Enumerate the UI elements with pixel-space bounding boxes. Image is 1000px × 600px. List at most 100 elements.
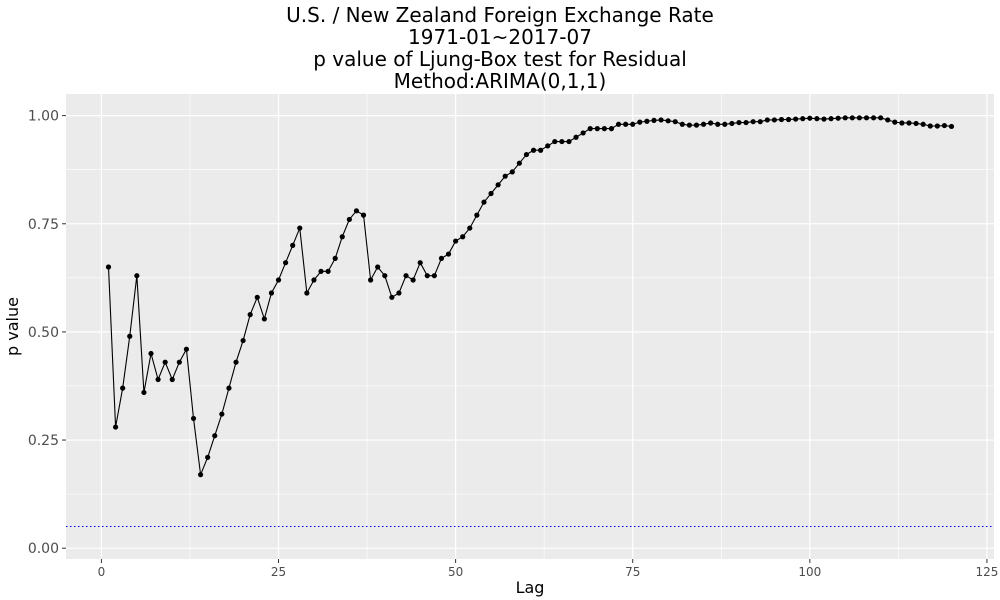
- data-point: [771, 117, 777, 123]
- data-point: [268, 290, 275, 296]
- data-point: [460, 234, 466, 240]
- data-point: [261, 316, 267, 322]
- data-point: [722, 121, 728, 127]
- data-point: [134, 273, 140, 279]
- data-point: [304, 290, 310, 296]
- data-point: [240, 337, 246, 344]
- x-tick-label: 125: [975, 565, 998, 579]
- data-point: [729, 120, 735, 127]
- data-point: [502, 173, 508, 179]
- data-point: [927, 123, 933, 129]
- data-point: [453, 238, 459, 244]
- data-point: [793, 116, 799, 122]
- data-point: [849, 115, 855, 121]
- data-point: [523, 151, 530, 158]
- y-tick-label: 0.50: [28, 325, 59, 341]
- data-point: [828, 116, 834, 122]
- x-tick-label: 25: [271, 565, 286, 579]
- data-point: [637, 119, 643, 125]
- data-point: [112, 424, 119, 430]
- data-point: [658, 117, 664, 123]
- data-point: [120, 385, 126, 391]
- data-point: [382, 273, 388, 279]
- x-tick-label: 75: [625, 565, 640, 579]
- data-point: [417, 260, 423, 266]
- data-point: [559, 138, 565, 145]
- data-point: [396, 290, 402, 296]
- data-point: [353, 208, 360, 214]
- series-layer: [105, 115, 955, 478]
- data-point: [297, 225, 303, 231]
- data-point: [764, 117, 770, 123]
- data-point: [545, 143, 551, 149]
- data-point: [368, 277, 374, 283]
- data-point: [885, 117, 891, 123]
- data-point: [615, 121, 622, 127]
- x-axis-title: Lag: [516, 578, 545, 597]
- data-point: [275, 277, 282, 283]
- data-point: [424, 273, 430, 279]
- data-point: [757, 119, 763, 125]
- data-point: [332, 255, 338, 261]
- y-tick-label: 0.75: [28, 217, 59, 233]
- y-tick-label: 0.00: [28, 541, 59, 557]
- data-point: [651, 117, 657, 123]
- x-tick-label: 100: [798, 565, 821, 579]
- data-point: [934, 123, 940, 129]
- data-point: [197, 472, 204, 478]
- data-point: [431, 273, 437, 279]
- data-point: [190, 415, 197, 422]
- data-point: [594, 126, 600, 132]
- data-point: [899, 120, 905, 126]
- data-point: [318, 268, 324, 274]
- data-point: [785, 116, 792, 123]
- data-point: [878, 115, 884, 121]
- y-tick-label: 0.25: [28, 433, 59, 449]
- data-point: [644, 118, 650, 124]
- data-point: [226, 385, 232, 391]
- data-point: [587, 126, 593, 132]
- data-point: [835, 115, 841, 121]
- data-point: [700, 121, 707, 127]
- data-point: [481, 199, 487, 205]
- data-point: [247, 312, 253, 318]
- y-axis-title: p value: [3, 297, 22, 356]
- y-tick-label: 1.00: [28, 109, 59, 125]
- data-point: [906, 120, 912, 126]
- data-point: [538, 147, 544, 153]
- data-point: [892, 119, 898, 125]
- data-point: [127, 333, 133, 339]
- data-point: [339, 234, 345, 240]
- data-point: [212, 433, 218, 439]
- data-point: [467, 225, 473, 231]
- data-point: [325, 268, 331, 274]
- data-point: [445, 251, 452, 257]
- data-point: [389, 294, 395, 300]
- data-point: [743, 119, 749, 126]
- data-point: [474, 212, 480, 218]
- grid-major: [66, 94, 994, 559]
- data-point: [488, 190, 494, 197]
- data-point: [162, 359, 168, 365]
- data-point: [870, 115, 877, 121]
- data-point: [183, 346, 190, 352]
- data-point: [509, 169, 515, 175]
- data-point: [580, 130, 586, 136]
- data-point: [219, 411, 225, 417]
- x-tick-label: 50: [448, 565, 463, 579]
- data-point: [821, 116, 827, 122]
- data-point: [750, 119, 756, 125]
- data-point: [290, 242, 296, 248]
- data-point: [346, 216, 352, 223]
- data-point: [495, 182, 501, 188]
- y-axis: 0.00 0.25 0.50 0.75 1.00: [28, 109, 66, 557]
- data-point: [233, 359, 239, 365]
- data-point: [148, 350, 154, 357]
- data-point: [863, 115, 870, 121]
- grid-minor: [66, 94, 994, 559]
- data-point: [708, 120, 714, 126]
- data-point: [254, 294, 260, 300]
- x-axis: 0 25 50 75 100 125: [98, 559, 998, 579]
- data-point: [360, 212, 367, 218]
